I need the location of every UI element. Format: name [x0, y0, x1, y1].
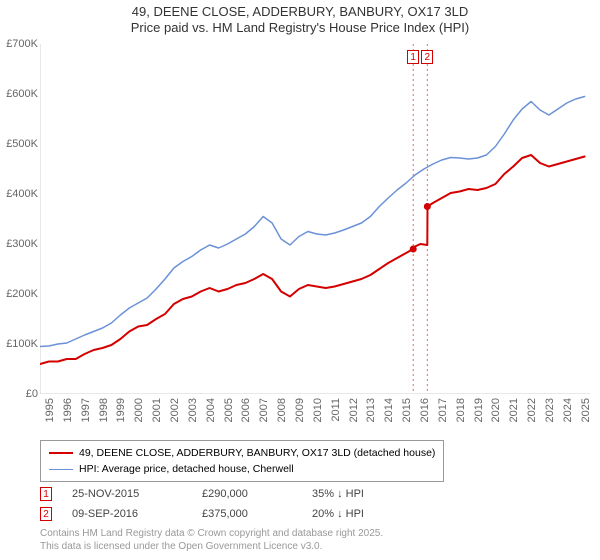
x-tick-label: 2011 [330, 398, 342, 422]
legend-swatch [49, 452, 73, 454]
x-tick-label: 2005 [223, 398, 235, 422]
y-tick-label: £500K [6, 138, 38, 150]
event-price: £375,000 [202, 508, 312, 520]
y-tick-label: £100K [6, 338, 38, 350]
event-price: £290,000 [202, 488, 312, 500]
x-tick-label: 1997 [80, 398, 92, 422]
event-marker-badge: 1 [407, 50, 419, 64]
event-date: 09-SEP-2016 [72, 508, 202, 520]
x-tick-label: 2022 [526, 398, 538, 422]
x-tick-label: 2020 [490, 398, 502, 422]
x-tick-label: 1996 [62, 398, 74, 422]
x-tick-label: 2013 [365, 398, 377, 422]
y-tick-label: £400K [6, 188, 38, 200]
chart-title-line1: 49, DEENE CLOSE, ADDERBURY, BANBURY, OX1… [0, 4, 600, 19]
legend-row: HPI: Average price, detached house, Cher… [49, 461, 435, 477]
chart-plot [40, 44, 590, 394]
event-row: 2 09-SEP-2016£375,00020% ↓ HPI [40, 504, 422, 524]
x-tick-label: 2021 [508, 398, 520, 422]
event-marker-badge: 2 [421, 50, 433, 64]
x-tick-label: 2000 [133, 398, 145, 422]
x-tick-label: 2012 [348, 398, 360, 422]
x-tick-label: 2016 [419, 398, 431, 422]
x-tick-label: 2008 [276, 398, 288, 422]
event-marker-box: 1 [40, 487, 52, 501]
y-tick-label: £0 [26, 388, 38, 400]
legend-label: 49, DEENE CLOSE, ADDERBURY, BANBURY, OX1… [79, 447, 435, 459]
x-tick-label: 2014 [383, 398, 395, 422]
x-tick-label: 2015 [401, 398, 413, 422]
legend-swatch [49, 469, 73, 470]
credits-line2: This data is licensed under the Open Gov… [40, 541, 383, 554]
x-tick-label: 2006 [240, 398, 252, 422]
x-tick-label: 2024 [562, 398, 574, 422]
chart-title-line2: Price paid vs. HM Land Registry's House … [0, 20, 600, 35]
x-tick-label: 2018 [455, 398, 467, 422]
x-tick-label: 1998 [98, 398, 110, 422]
event-delta: 20% ↓ HPI [312, 508, 422, 520]
y-tick-label: £300K [6, 238, 38, 250]
x-tick-label: 2023 [544, 398, 556, 422]
x-tick-label: 2017 [437, 398, 449, 422]
y-tick-label: £600K [6, 88, 38, 100]
x-tick-label: 2002 [169, 398, 181, 422]
legend-row: 49, DEENE CLOSE, ADDERBURY, BANBURY, OX1… [49, 445, 435, 461]
credits-line1: Contains HM Land Registry data © Crown c… [40, 528, 383, 541]
y-tick-label: £700K [6, 38, 38, 50]
x-tick-label: 2019 [473, 398, 485, 422]
event-delta: 35% ↓ HPI [312, 488, 422, 500]
x-tick-label: 1995 [44, 398, 56, 422]
x-tick-label: 1999 [115, 398, 127, 422]
event-row: 1 25-NOV-2015£290,00035% ↓ HPI [40, 484, 422, 504]
x-tick-label: 2010 [312, 398, 324, 422]
x-tick-label: 2003 [187, 398, 199, 422]
chart-container: 49, DEENE CLOSE, ADDERBURY, BANBURY, OX1… [0, 0, 600, 560]
credits-text: Contains HM Land Registry data © Crown c… [40, 528, 383, 553]
x-tick-label: 2009 [294, 398, 306, 422]
event-marker-box: 2 [40, 507, 52, 521]
event-date: 25-NOV-2015 [72, 488, 202, 500]
events-table: 1 25-NOV-2015£290,00035% ↓ HPI 2 09-SEP-201… [40, 484, 422, 524]
chart-legend: 49, DEENE CLOSE, ADDERBURY, BANBURY, OX1… [40, 440, 444, 482]
legend-label: HPI: Average price, detached house, Cher… [79, 463, 294, 475]
x-tick-label: 2007 [258, 398, 270, 422]
x-tick-label: 2025 [580, 398, 592, 422]
y-tick-label: £200K [6, 288, 38, 300]
x-tick-label: 2001 [151, 398, 163, 422]
x-tick-label: 2004 [205, 398, 217, 422]
